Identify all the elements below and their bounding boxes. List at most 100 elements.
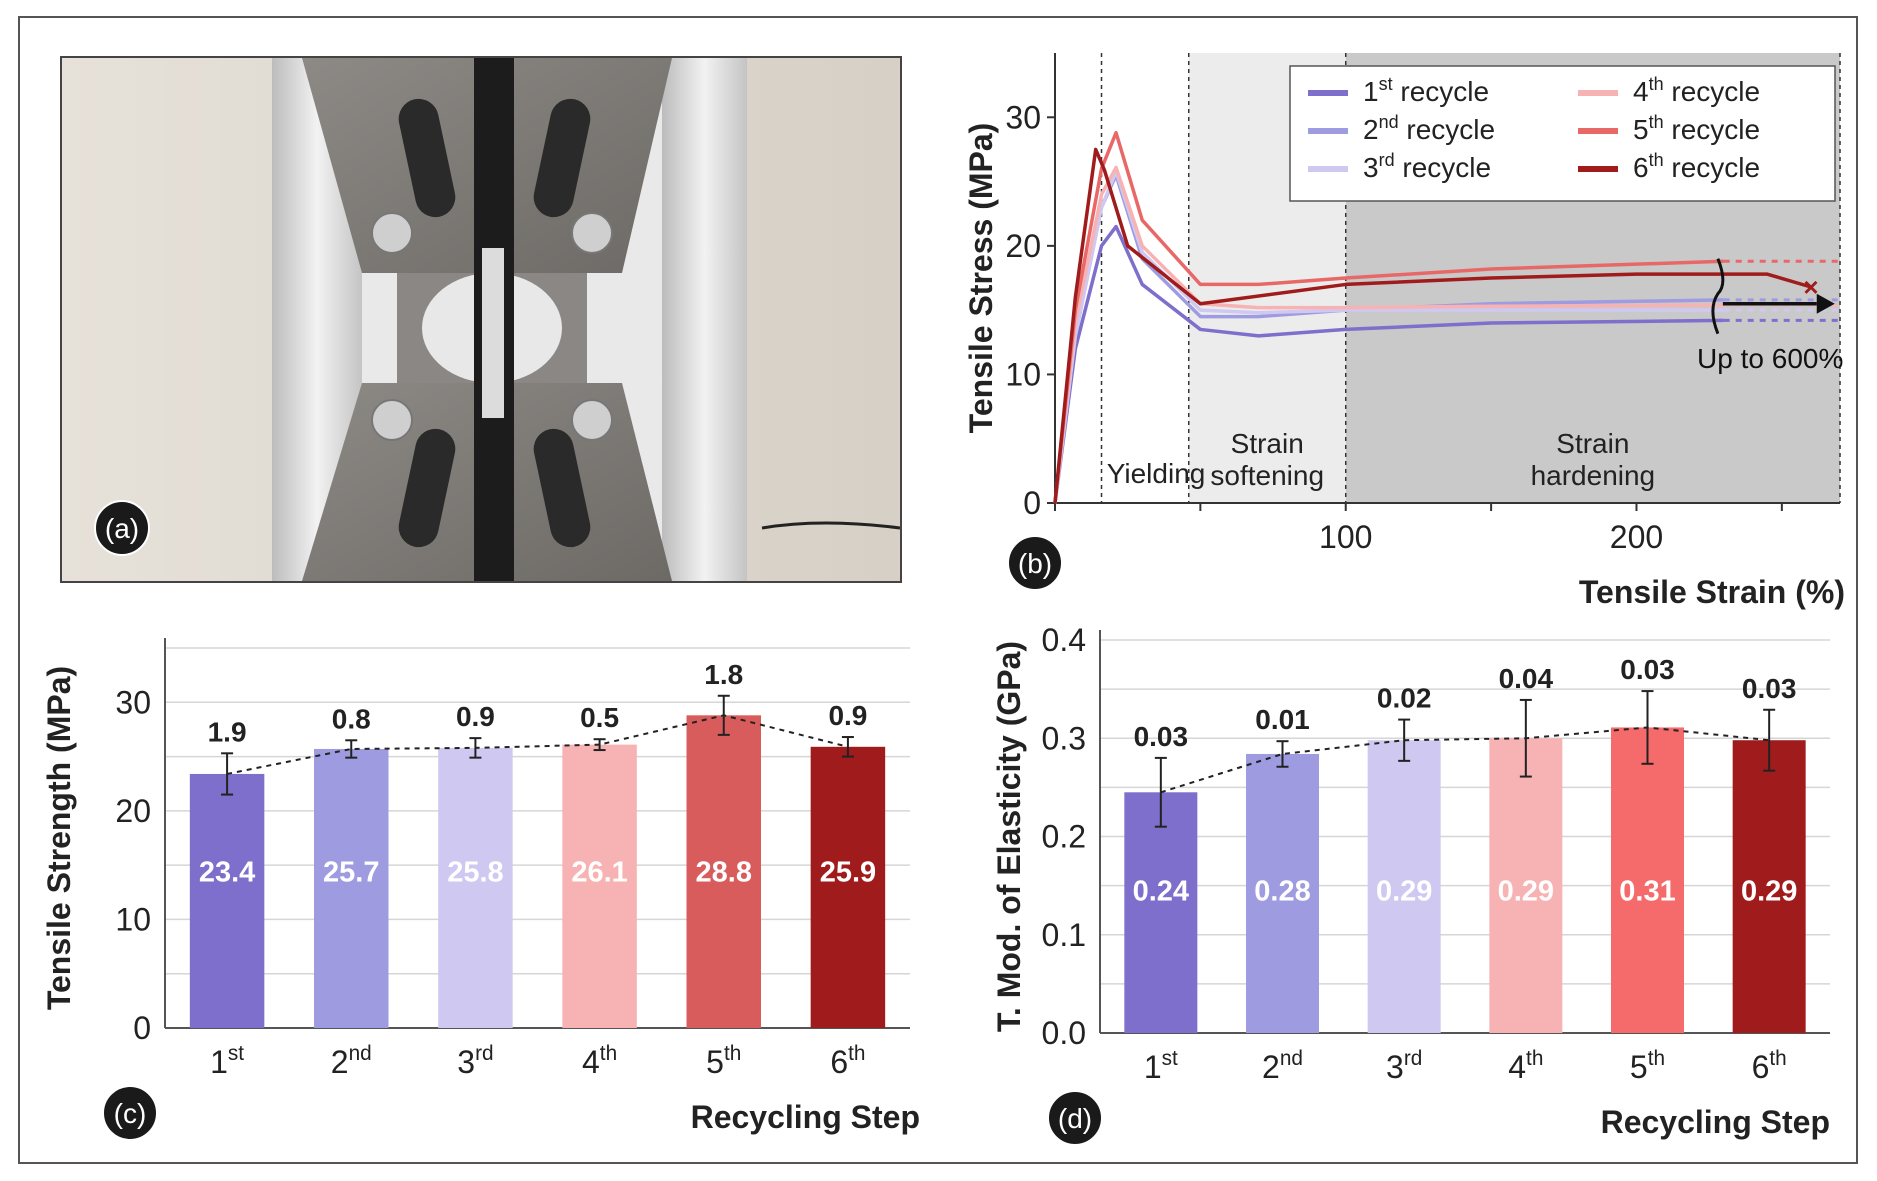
x-tick-label-4: 4th [1508,1047,1543,1085]
panel-label-d: (d) [1058,1103,1092,1134]
panel-label-c: (c) [114,1098,147,1129]
y-tick-label: 0 [133,1010,151,1046]
bar-5 [1611,727,1684,1033]
legend-entry-4: 4th recycle [1633,74,1760,107]
trend-line [1160,726,1770,794]
region-label-softening-1: Strain [1231,428,1304,459]
y-tick-label: 20 [1005,228,1041,264]
x-tick-label-3: 3rd [457,1042,493,1080]
error-label-2: 0.8 [332,703,371,734]
y-tick-label: 0.4 [1042,622,1086,658]
legend-entry-6: 6th recycle [1633,150,1760,183]
x-tick-label-5: 5th [706,1042,741,1080]
series-line-6 [1053,147,1812,504]
x-tick-label-1: 1st [1144,1047,1178,1085]
error-label-6: 0.03 [1742,673,1797,704]
error-label-3: 0.9 [456,701,495,732]
modulus-bar-chart: 0.0 0.1 0.2 0.3 0.4 0.03 0.24 1st 0.01 0.28 2nd 0.0… [991,622,1830,1146]
x-axis-title: Recycling Step [1601,1104,1830,1140]
value-label-1: 0.24 [1133,875,1189,907]
x-tick-label-5: 5th [1630,1047,1665,1085]
panel-label-b-circle [1007,535,1063,591]
error-label-4: 0.5 [580,702,619,733]
panel-label-a: (a) [94,500,150,556]
panel-label-c-circle [102,1085,158,1141]
value-label-6: 25.9 [820,856,876,888]
value-label-6: 0.29 [1741,875,1797,907]
bar-3 [1367,740,1441,1033]
y-axis-title: Tensile Stress (MPa) [963,123,999,434]
error-label-5: 1.8 [704,659,743,690]
region-label-hardening-1: Strain [1556,428,1629,459]
panel-label-b: (b) [1018,548,1052,579]
legend-box [1289,65,1836,202]
error-label-2: 0.01 [1255,704,1310,735]
y-axis-title: Tensile Strength (MPa) [41,666,77,1010]
annotation-arrow-head [1816,293,1835,314]
error-label-5: 0.03 [1620,654,1675,685]
trend-line [226,714,849,775]
x-tick-label: 200 [1610,519,1663,555]
y-tick-label: 10 [1005,356,1041,392]
bar-6 [810,746,886,1028]
y-tick-label: 0 [1023,485,1041,521]
region-label-yielding: Yielding [1107,458,1206,489]
value-label-2: 25.7 [323,856,379,888]
value-label-2: 0.28 [1254,875,1310,907]
series-line-5 [1053,130,1724,504]
error-label-1: 0.03 [1134,721,1189,752]
value-label-1: 23.4 [199,856,255,888]
region-label-hardening-2: hardening [1531,460,1656,491]
bar-5 [686,715,761,1028]
x-tick-label-6: 6th [1752,1047,1787,1085]
x-tick-label-4: 4th [582,1042,617,1080]
value-label-5: 0.31 [1619,875,1675,907]
x-tick-label-2: 2nd [331,1042,372,1080]
value-label-5: 28.8 [696,856,752,888]
x-axis-title: Tensile Strain (%) [1579,574,1845,610]
x-tick-label-3: 3rd [1386,1047,1422,1085]
tensile-test-machine-photo-icon [62,58,900,581]
value-label-3: 25.8 [447,856,503,888]
legend-entry-2: 2nd recycle [1363,112,1495,145]
series-line-4 [1053,165,1724,504]
y-axis-title: T. Mod. of Elasticity (GPa) [991,641,1027,1032]
series-line-1 [1053,224,1724,504]
stress-strain-chart: 0 10 20 30 100 200 Tensile Stress (MPa) Tensile… [963,53,1845,610]
x-tick-label-6: 6th [830,1042,865,1080]
svg-text:(a): (a) [105,513,139,544]
bar-3 [438,747,513,1028]
error-label-3: 0.02 [1377,683,1432,714]
x-tick-label: 100 [1319,519,1372,555]
legend-entry-5: 5th recycle [1633,112,1760,145]
y-tick-label: 10 [115,901,151,937]
legend-entry-1: 1st recycle [1363,74,1489,107]
y-tick-label: 30 [1005,99,1041,135]
bar-1 [189,773,265,1028]
x-axis-title: Recycling Step [691,1099,920,1135]
bar-2 [1246,753,1319,1033]
y-tick-label: 0.2 [1042,819,1086,855]
region-label-softening-2: softening [1210,460,1324,491]
legend-entry-3: 3rd recycle [1363,150,1491,183]
value-label-4: 0.29 [1498,875,1554,907]
y-tick-label: 20 [115,793,151,829]
figure-frame: (a) 0 10 20 30 100 200 Tensile Stress (MPa) Ten… [18,16,1858,1164]
bar-6 [1732,740,1806,1033]
y-tick-label: 0.1 [1042,917,1086,953]
bar-4 [1489,738,1563,1033]
tensile-test-photo: (a) [60,56,902,583]
error-label-1: 1.9 [208,716,247,747]
value-label-3: 0.29 [1376,875,1432,907]
panel-label-d-circle [1047,1090,1103,1146]
y-tick-label: 0.3 [1042,720,1086,756]
break-marker: × [1803,272,1818,302]
y-tick-label: 30 [115,684,151,720]
bar-1 [1124,792,1198,1033]
y-tick-label: 0.0 [1042,1015,1086,1051]
error-label-4: 0.04 [1499,663,1554,694]
bar-2 [314,748,389,1028]
annotation-brace [1711,258,1725,335]
x-tick-label-1: 1st [210,1042,244,1080]
error-label-6: 0.9 [828,700,867,731]
